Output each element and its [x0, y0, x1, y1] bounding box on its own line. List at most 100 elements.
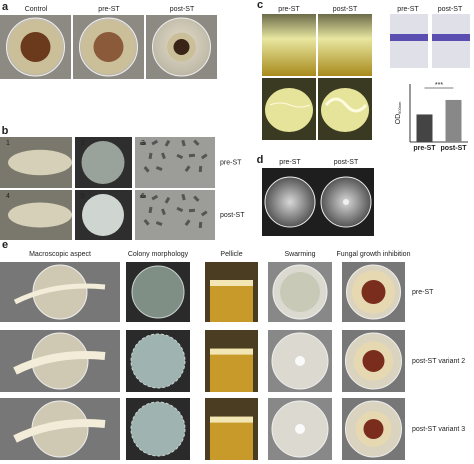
cell [188, 208, 196, 213]
y-axis-label-sub: 600nm [397, 101, 402, 114]
column-label: pre-ST [279, 159, 301, 166]
colony [93, 32, 124, 62]
colony [13, 351, 106, 375]
column-label: Pellicle [220, 251, 242, 258]
panel-label: c [257, 0, 263, 11]
column-label: Swarming [284, 251, 315, 258]
colony [8, 202, 72, 228]
cell [164, 196, 171, 204]
column-label: Fungal growth inhibition [337, 251, 411, 258]
pellicle [210, 348, 253, 355]
colony [295, 356, 305, 366]
plate [264, 176, 316, 228]
y-axis-label-main: OD [395, 114, 402, 125]
column-label: post-ST [438, 6, 463, 13]
cell [181, 193, 186, 201]
column-label: pre-ST [278, 6, 300, 13]
cell [155, 166, 163, 171]
panel-label: a [2, 1, 9, 13]
row-label: pre-ST [220, 159, 242, 166]
stain-band [390, 34, 428, 41]
colony [20, 32, 51, 62]
photo-number: 6 [141, 193, 145, 200]
cell [151, 194, 159, 201]
pellicle-wrinkle [269, 102, 311, 108]
cell [176, 153, 184, 160]
cell [164, 139, 171, 147]
column-label: pre-ST [98, 6, 120, 13]
colony [173, 39, 190, 55]
photo-number: 3 [141, 140, 145, 147]
photo-number: 4 [6, 193, 10, 200]
photo [318, 14, 372, 76]
cell [193, 195, 200, 202]
cell [161, 208, 166, 216]
cell [140, 142, 146, 145]
cell [188, 153, 196, 158]
significance: *** [435, 82, 443, 89]
row-label: post-ST variant 2 [412, 358, 465, 365]
photo [135, 190, 215, 240]
column-label: pre-ST [397, 6, 419, 13]
cell [193, 139, 200, 146]
colony [362, 350, 385, 372]
panel-label: b [2, 125, 9, 137]
column-label: post-ST [170, 6, 195, 13]
cell [200, 153, 208, 160]
photo [135, 137, 215, 188]
panel-label: e [2, 239, 8, 251]
cell [176, 206, 184, 213]
row-label: post-ST variant 3 [412, 426, 465, 433]
panel-label: d [257, 154, 264, 166]
tube [210, 348, 253, 392]
colony [295, 424, 305, 434]
y-axis-label: OD600nm [395, 101, 402, 124]
row-label: pre-ST [412, 289, 434, 296]
colony [13, 419, 106, 443]
cell [148, 152, 153, 160]
stain-band [432, 34, 470, 41]
bar [445, 99, 462, 142]
cell [181, 139, 186, 147]
cell [198, 165, 203, 173]
pellicle [265, 88, 313, 132]
column-label: Control [25, 6, 48, 13]
bar [416, 114, 433, 142]
x-tick-label: pre-ST [413, 145, 436, 152]
cell [140, 195, 146, 198]
colony [130, 333, 186, 389]
colony [130, 401, 186, 457]
photo-number: 5 [81, 193, 85, 200]
cell [151, 139, 159, 146]
column-label: Colony morphology [128, 251, 189, 258]
cell [143, 219, 150, 226]
colony [131, 265, 185, 319]
column-label: post-ST [334, 159, 359, 166]
cell [143, 166, 150, 173]
colony [363, 419, 384, 439]
cell [184, 165, 191, 173]
pellicle-wrinkle [324, 97, 368, 113]
colony [8, 149, 72, 176]
photo [262, 14, 316, 76]
photo-number: 1 [6, 140, 10, 147]
cell [148, 206, 153, 214]
cell [161, 152, 166, 160]
pellicle [210, 280, 253, 286]
photo-number: 2 [81, 140, 85, 147]
column-label: post-ST [333, 6, 358, 13]
column-label: Macroscopic aspect [29, 251, 91, 258]
tube [210, 416, 253, 460]
pellicle [210, 416, 253, 423]
x-tick-label: post-ST [440, 145, 467, 152]
colony [82, 194, 124, 236]
cell [200, 210, 208, 217]
tube [210, 280, 253, 322]
colony [81, 141, 125, 184]
cell [184, 219, 191, 227]
row-label: post-ST [220, 212, 245, 219]
colony [280, 272, 320, 312]
cell [198, 221, 203, 229]
colony [13, 283, 106, 305]
